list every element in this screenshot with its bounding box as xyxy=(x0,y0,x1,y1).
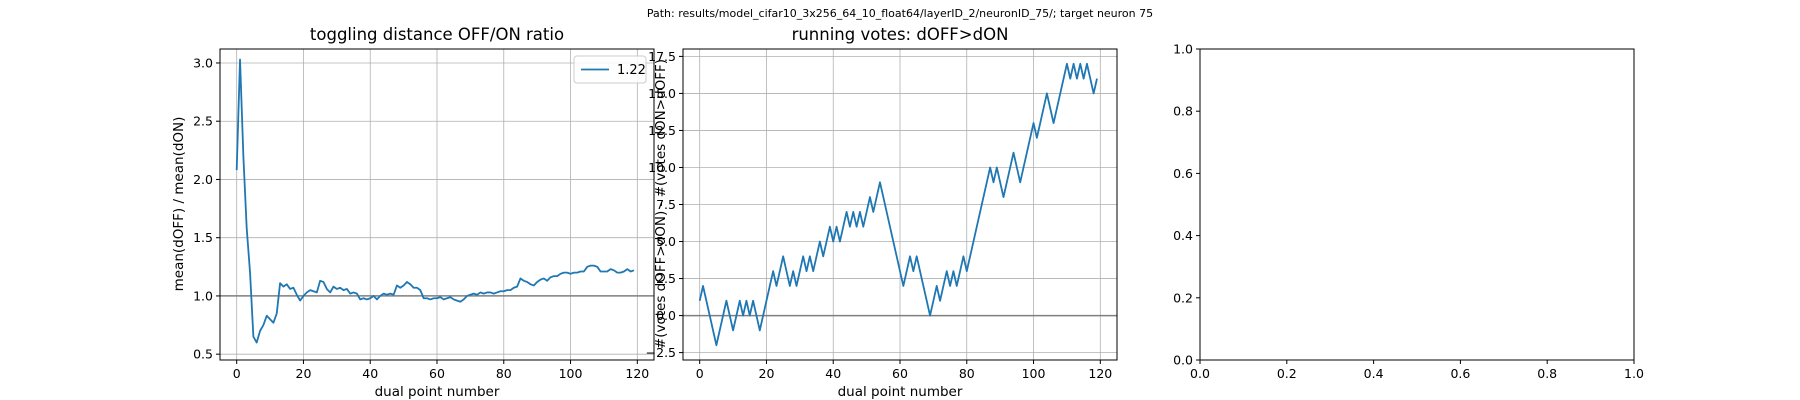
votes-chart-ytick-label: 17.5 xyxy=(648,49,676,64)
ratio-chart-ytick-label: 2.5 xyxy=(193,114,213,129)
ratio-chart-ylabel: mean(dOFF) / mean(dON) xyxy=(171,117,187,292)
votes-chart-ytick-label: 0.0 xyxy=(656,308,676,323)
ratio-chart-ytick-label: 1.5 xyxy=(193,230,213,245)
empty-chart-ytick-label: 0.8 xyxy=(1173,104,1193,119)
empty-chart-ytick-label: 0.4 xyxy=(1173,228,1193,243)
empty-chart-ytick-label: 0.2 xyxy=(1173,290,1193,305)
legend-label: 1.22 xyxy=(617,63,646,78)
votes-chart-ytick-label: −2.5 xyxy=(646,345,676,360)
ratio-chart-xtick-label: 20 xyxy=(296,366,312,381)
ratio-chart-ytick-label: 0.5 xyxy=(193,347,213,362)
ratio-chart: toggling distance OFF/ON ratio dual poin… xyxy=(171,25,655,400)
votes-chart-ytick-label: 15.0 xyxy=(648,86,676,101)
empty-chart-xtick-label: 0.0 xyxy=(1190,366,1210,381)
ratio-chart-xtick-label: 60 xyxy=(429,366,445,381)
empty-chart-xtick-label: 0.8 xyxy=(1537,366,1557,381)
empty-chart-xtick-label: 1.0 xyxy=(1624,366,1644,381)
votes-chart-ytick-label: 12.5 xyxy=(648,123,676,138)
votes-chart-xtick-label: 60 xyxy=(892,366,908,381)
empty-chart-xtick-label: 0.6 xyxy=(1450,366,1470,381)
votes-chart-xtick-label: 100 xyxy=(1022,366,1046,381)
ratio-chart-legend: 1.22 xyxy=(573,55,647,84)
ratio-chart-xtick-label: 100 xyxy=(559,366,583,381)
votes-chart-title: running votes: dOFF>dON xyxy=(792,25,1009,44)
votes-chart-ytick-label: 2.5 xyxy=(656,271,676,286)
empty-chart: 0.0 0.2 0.4 0.6 0.8 1.0 0.0 0.2 0.4 0.6 0.8 1.0 xyxy=(1173,42,1644,382)
votes-chart-xtick-label: 80 xyxy=(959,366,975,381)
ratio-chart-xtick-label: 0 xyxy=(233,366,241,381)
legend-box xyxy=(573,55,647,84)
votes-chart-xlabel: dual point number xyxy=(838,384,963,400)
ratio-chart-xtick-label: 40 xyxy=(362,366,378,381)
votes-chart-series-line xyxy=(698,62,1098,347)
empty-chart-ytick-label: 0.6 xyxy=(1173,166,1193,181)
ratio-chart-ytick-label: 2.0 xyxy=(193,172,213,187)
ratio-chart-title: toggling distance OFF/ON ratio xyxy=(310,25,564,44)
votes-chart-ytick-label: 7.5 xyxy=(656,197,676,212)
empty-chart-xtick-label: 0.4 xyxy=(1364,366,1384,381)
votes-chart-xtick-label: 40 xyxy=(825,366,841,381)
empty-chart-ytick-label: 1.0 xyxy=(1173,42,1193,57)
empty-chart-frame xyxy=(1199,48,1635,361)
ratio-chart-ytick-label: 1.0 xyxy=(193,288,213,303)
ratio-chart-series-line xyxy=(235,58,635,344)
votes-chart-xtick-label: 120 xyxy=(1088,366,1112,381)
votes-chart-ytick-label: 10.0 xyxy=(648,160,676,175)
figure-suptitle: Path: results/model_cifar10_3x256_64_10_… xyxy=(647,7,1153,20)
ratio-chart-xtick-label: 120 xyxy=(625,366,649,381)
votes-chart: running votes: dOFF>dON dual point numbe… xyxy=(646,25,1118,400)
ratio-chart-xlabel: dual point number xyxy=(375,384,500,400)
votes-chart-xtick-label: 20 xyxy=(759,366,775,381)
ratio-chart-xtick-label: 80 xyxy=(496,366,512,381)
votes-chart-xtick-label: 0 xyxy=(696,366,704,381)
votes-chart-ylabel: #(votes dOFF>dON) - #(votes dON>dOFF) xyxy=(653,59,669,349)
empty-chart-ytick-label: 0.0 xyxy=(1173,353,1193,368)
empty-chart-xtick-label: 0.2 xyxy=(1277,366,1297,381)
ratio-chart-ytick-label: 3.0 xyxy=(193,55,213,70)
votes-chart-ytick-label: 5.0 xyxy=(656,234,676,249)
